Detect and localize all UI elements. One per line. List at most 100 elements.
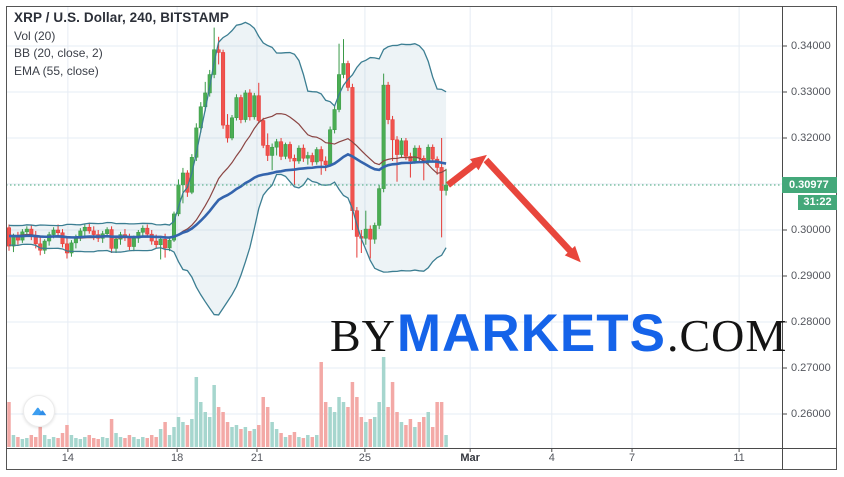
price-axis-label: 0.26000 [791,408,831,420]
candle-body [114,238,119,249]
volume-bar [185,425,190,447]
volume-bar [377,402,381,447]
volume-bar [292,432,297,447]
candle-body [426,146,431,163]
price-axis-label: 0.29000 [791,270,831,282]
volume-bar [408,419,413,447]
last-price-label: 0.30977 [782,177,837,194]
volume-bar [91,438,96,447]
trend-arrow-head [564,245,581,263]
candle-body [82,226,87,232]
volume-bar [337,397,341,447]
time-axis-label: Mar [460,452,480,464]
candle-body [234,97,239,119]
volume-bar [163,422,167,447]
candle-body [167,239,172,249]
volume-bar [395,412,399,447]
volume-bar [372,417,377,447]
candle-body [274,141,279,148]
volume-bar [69,435,74,447]
volume-bar [16,437,20,447]
volume-bar [306,435,310,447]
volume-bar [243,427,248,447]
volume-bar [279,433,283,447]
candle-body [64,243,69,254]
volume-bar [203,412,207,447]
candle-countdown-label: 31:22 [798,195,837,211]
time-axis-label: 11 [733,452,745,464]
volume-bar [109,419,114,447]
volume-bar [234,425,239,447]
candle-body [328,129,333,165]
time-axis-label: 25 [358,452,372,464]
volume-bar [47,439,51,447]
volume-bar [346,407,350,447]
trend-arrow-shaft [483,157,574,255]
volume-bar [225,422,230,447]
volume-bar [199,402,203,447]
time-axis-label: 21 [250,452,264,464]
volume-bar [145,438,150,447]
volume-bar [167,435,172,447]
candle-body [399,140,404,155]
candle-body [305,155,310,159]
volume-bar [132,437,136,447]
volume-bar [297,437,301,447]
volume-bar [310,437,315,447]
volume-bar [149,435,154,447]
candle-body [225,124,230,139]
volume-bar [355,397,359,447]
volume-bar [96,439,100,447]
volume-bar [216,407,221,447]
candle-body [319,149,324,162]
candle-body [60,232,65,245]
volume-bar [435,402,439,447]
volume-bar [386,407,390,447]
chart-frame-border [6,6,837,470]
candle-body [390,119,395,141]
volume-bar [257,425,261,447]
candle-body [265,145,270,156]
candle-body [381,84,386,189]
bollinger-lower-line [8,173,447,316]
candle-body [341,63,346,75]
volume-bar [74,438,78,447]
volume-bar [100,437,105,447]
candle-body [256,95,261,121]
volume-bar [56,438,60,447]
candle-body [172,213,177,241]
volume-bar [181,422,185,447]
volume-bar [176,417,181,447]
volume-bar [60,433,65,447]
volume-bar [364,422,368,447]
volume-bar [190,419,194,447]
price-axis-label: 0.32000 [791,132,831,144]
volume-bar [430,427,435,447]
candle-body [283,144,288,157]
volume-bar [350,382,355,447]
volume-bar [261,397,265,447]
volume-bar [248,431,252,447]
candle-body [279,141,284,157]
volume-bar [78,439,83,447]
price-pane [6,6,782,448]
chart-provider-logo[interactable] [23,395,55,427]
price-axis-label: 0.33000 [791,86,831,98]
candle-body [131,238,136,247]
volume-bar [11,435,16,447]
volume-bar [221,412,225,447]
volume-bar [25,438,29,447]
volume-bar [38,427,42,447]
bollinger-upper-line [8,21,447,227]
candle-body [403,140,408,157]
candle-body [261,120,266,146]
volume-bar [390,382,395,447]
candle-body [314,149,319,163]
volume-bar [288,435,292,447]
volume-bar [34,437,38,447]
volume-bar [381,357,386,447]
volume-bar [323,402,328,447]
candle-body [69,242,74,254]
volume-bar [123,438,127,447]
